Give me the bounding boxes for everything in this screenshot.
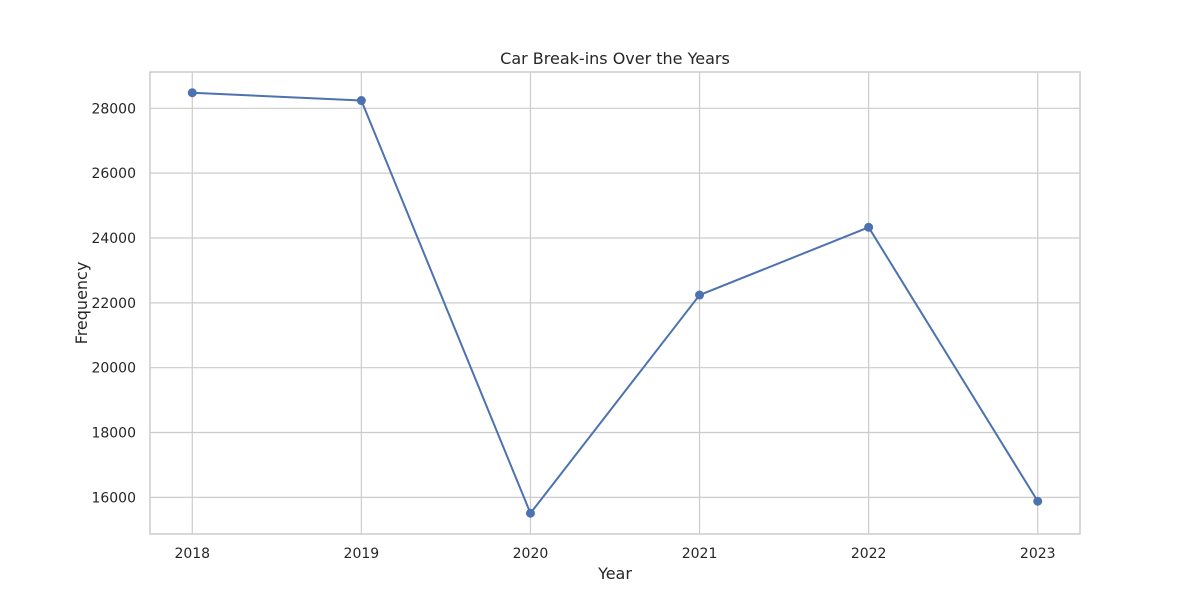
data-point — [864, 222, 874, 232]
chart-title: Car Break-ins Over the Years — [500, 49, 730, 68]
x-tick-label: 2021 — [682, 546, 718, 562]
x-tick-label: 2020 — [513, 546, 549, 562]
series-layer — [187, 88, 1043, 518]
data-point — [695, 290, 705, 300]
y-axis-label: Frequency — [72, 262, 91, 345]
data-point — [356, 96, 366, 106]
y-tick-label: 20000 — [91, 361, 136, 377]
y-tick-label: 26000 — [91, 166, 136, 182]
plot-frame — [149, 71, 1081, 535]
y-tick-label: 18000 — [91, 426, 136, 442]
data-point — [187, 88, 197, 98]
x-axis-label: Year — [597, 564, 632, 583]
grid — [150, 72, 1080, 534]
y-axis-ticks: 16000 18000 20000 22000 24000 26000 28000 — [91, 101, 136, 506]
y-tick-label: 24000 — [91, 231, 136, 247]
x-tick-label: 2023 — [1020, 546, 1056, 562]
x-tick-label: 2018 — [174, 546, 210, 562]
y-tick-label: 28000 — [91, 101, 136, 117]
y-tick-label: 16000 — [91, 490, 136, 506]
data-point — [525, 508, 535, 518]
data-point — [1033, 496, 1043, 506]
x-tick-label: 2022 — [851, 546, 887, 562]
x-tick-label: 2019 — [344, 546, 380, 562]
series-line — [192, 91, 1039, 515]
y-tick-label: 22000 — [91, 296, 136, 312]
x-axis-ticks: 2018 2019 2020 2021 2022 2023 — [174, 546, 1055, 562]
